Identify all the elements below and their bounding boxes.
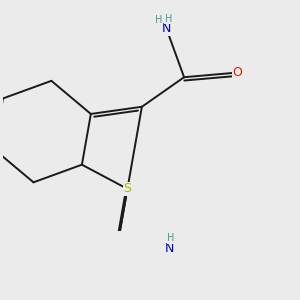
Text: S: S [123, 182, 131, 195]
Text: N: N [162, 22, 171, 35]
Text: N: N [164, 242, 174, 255]
Text: H: H [167, 233, 175, 244]
Text: H: H [165, 14, 172, 24]
Text: H: H [155, 15, 163, 25]
Text: O: O [232, 66, 242, 79]
